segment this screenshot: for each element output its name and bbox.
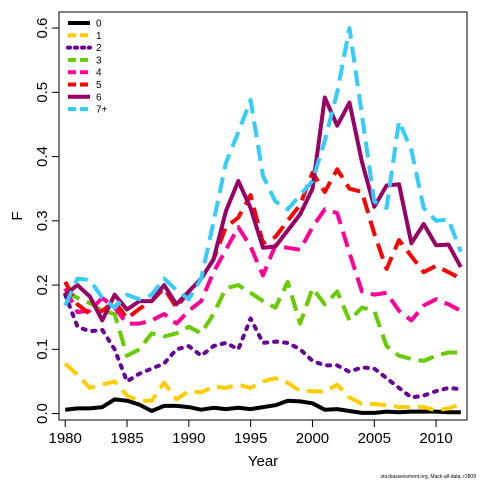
series-layer bbox=[63, 26, 463, 415]
credit-text: stockassessment.org, Mack-all-data, r280… bbox=[381, 474, 477, 480]
y-tick-label: 0.3 bbox=[34, 210, 51, 231]
legend-label: 7+ bbox=[96, 105, 108, 116]
legend-label: 6 bbox=[96, 92, 102, 103]
y-tick-label: 0.6 bbox=[34, 18, 51, 39]
y-tick-label: 0.2 bbox=[34, 275, 51, 296]
series-line-1 bbox=[63, 362, 462, 413]
series-line-0 bbox=[64, 397, 461, 415]
y-tick-label: 0.4 bbox=[34, 146, 51, 167]
legend-label: 0 bbox=[96, 19, 102, 30]
legend-label: 5 bbox=[96, 80, 102, 91]
x-tick-label: 1985 bbox=[110, 430, 143, 447]
x-axis-title: Year bbox=[248, 453, 278, 470]
x-tick-label: 2010 bbox=[419, 430, 452, 447]
x-tick-label: 1995 bbox=[234, 430, 267, 447]
series-line-2 bbox=[63, 292, 463, 400]
x-tick-label: 2000 bbox=[296, 430, 329, 447]
x-axis: 1980 1985 1990 1995 2000 2005 2010 bbox=[48, 420, 453, 447]
y-axis: 0.0 0.1 0.2 0.3 0.4 0.5 0.6 bbox=[34, 18, 59, 424]
legend-label: 2 bbox=[96, 43, 102, 54]
series-line-3 bbox=[64, 279, 461, 363]
series-line-6 bbox=[63, 95, 463, 323]
y-tick-label: 0.1 bbox=[34, 339, 51, 360]
legend-label: 3 bbox=[96, 55, 102, 66]
legend-label: 1 bbox=[96, 31, 102, 42]
x-tick-label: 1990 bbox=[172, 430, 205, 447]
x-tick-label: 1980 bbox=[48, 430, 81, 447]
legend-label: 4 bbox=[96, 68, 102, 79]
plot-frame bbox=[58, 11, 468, 421]
y-axis-title: F bbox=[9, 211, 26, 220]
y-tick-label: 0.0 bbox=[34, 403, 51, 424]
y-tick-label: 0.5 bbox=[34, 82, 51, 103]
series-line-4 bbox=[63, 207, 462, 326]
x-tick-label: 2005 bbox=[358, 430, 391, 447]
series-line-7 bbox=[63, 26, 463, 310]
